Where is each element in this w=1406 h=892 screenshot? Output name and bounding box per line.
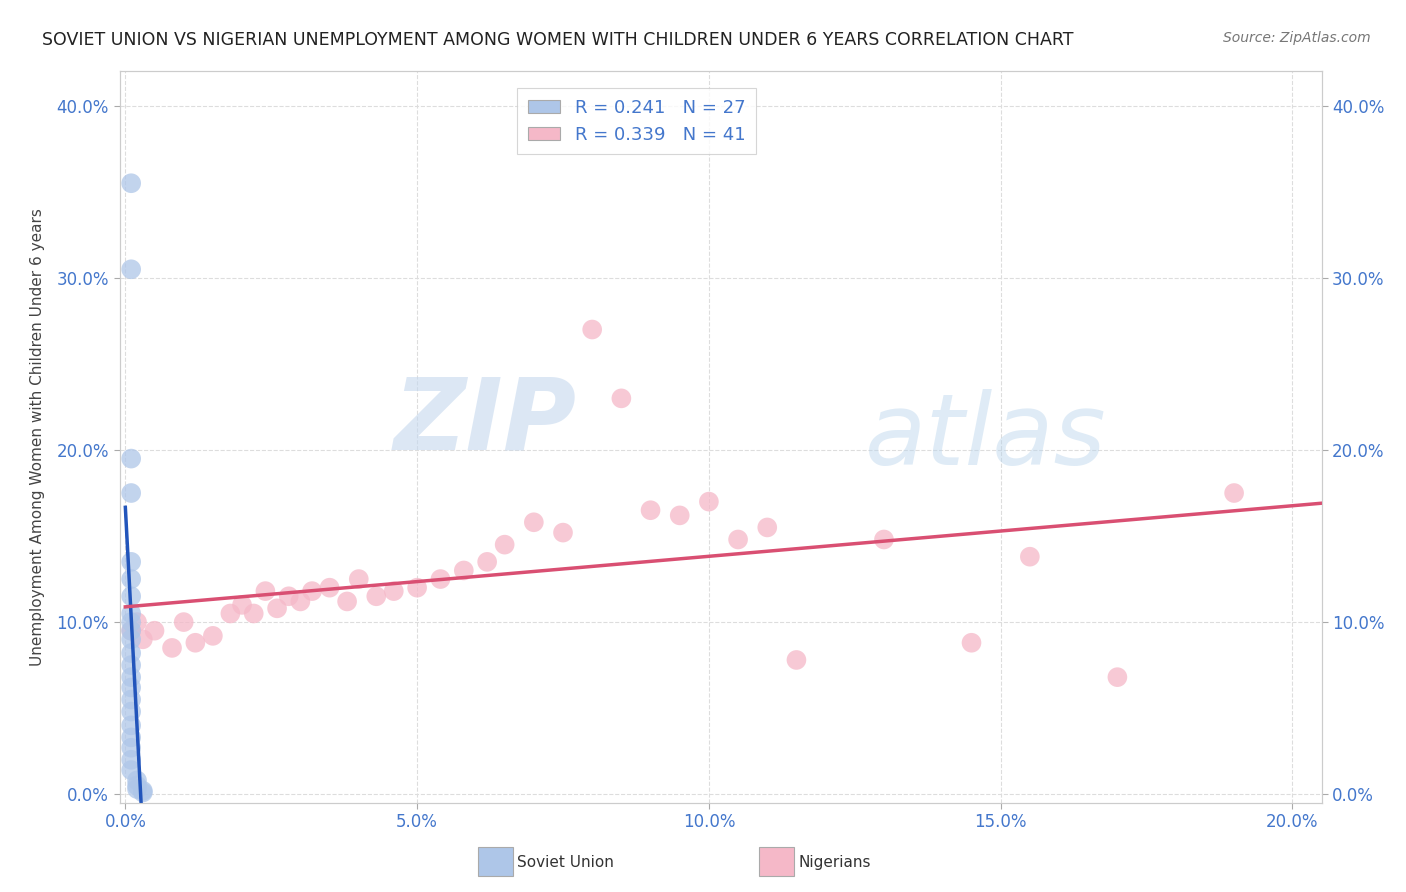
Point (960, 636, 983, 650)
Point (173, 615, 195, 629)
Point (125, 773, 148, 788)
Point (125, 782, 148, 797)
Point (120, 658, 142, 673)
Legend: R = 0.241   N = 27, R = 0.339   N = 41: R = 0.241 N = 27, R = 0.339 N = 41 (517, 87, 756, 154)
Point (120, 262, 142, 277)
Point (453, 564, 475, 578)
Point (290, 594, 312, 608)
Point (640, 503, 662, 517)
Point (1018, 549, 1040, 564)
Point (120, 646, 142, 660)
Text: Soviet Union: Soviet Union (517, 855, 614, 870)
Text: ZIP: ZIP (394, 374, 576, 471)
Point (120, 731, 142, 745)
Point (120, 615, 142, 629)
Point (120, 718, 142, 732)
Point (254, 584, 277, 599)
Point (581, 322, 603, 336)
Text: Source: ZipAtlas.com: Source: ZipAtlas.com (1223, 31, 1371, 45)
Point (756, 520, 779, 534)
Point (277, 589, 299, 603)
Point (429, 572, 451, 586)
Point (347, 572, 370, 586)
Point (219, 607, 242, 621)
Point (336, 594, 359, 608)
Point (132, 785, 155, 799)
Point (132, 783, 155, 797)
Point (785, 653, 807, 667)
Point (120, 555, 142, 569)
Point (120, 486, 142, 500)
Text: SOVIET UNION VS NIGERIAN UNEMPLOYMENT AMONG WOMEN WITH CHILDREN UNDER 6 YEARS CO: SOVIET UNION VS NIGERIAN UNEMPLOYMENT AM… (42, 31, 1074, 49)
Text: Nigerians: Nigerians (799, 855, 872, 870)
Point (125, 779, 148, 793)
Point (668, 508, 690, 523)
Point (120, 632, 142, 647)
Point (120, 681, 142, 695)
Point (120, 692, 142, 706)
Point (120, 624, 142, 638)
Point (318, 581, 340, 595)
Point (120, 176, 142, 190)
Point (120, 753, 142, 767)
Point (1223, 486, 1246, 500)
Y-axis label: Unemployment Among Women with Children Under 6 years: Unemployment Among Women with Children U… (31, 208, 45, 666)
Point (120, 763, 142, 777)
Point (551, 525, 574, 540)
Point (366, 589, 388, 603)
Text: atlas: atlas (865, 389, 1107, 485)
Point (242, 607, 264, 621)
Point (132, 632, 155, 647)
Point (143, 624, 166, 638)
Point (610, 392, 633, 406)
Point (184, 636, 207, 650)
Point (120, 572, 142, 586)
Point (873, 533, 896, 547)
Point (475, 555, 498, 569)
Point (231, 598, 253, 612)
Point (406, 581, 429, 595)
Point (727, 533, 749, 547)
Point (120, 740, 142, 755)
Point (120, 705, 142, 719)
Point (1107, 670, 1129, 684)
Point (382, 584, 405, 599)
Point (120, 624, 142, 638)
Point (301, 584, 323, 599)
Point (120, 607, 142, 621)
Point (697, 494, 720, 508)
Point (120, 589, 142, 603)
Point (266, 601, 288, 615)
Point (120, 451, 142, 466)
Point (494, 538, 516, 552)
Point (523, 516, 546, 530)
Point (125, 615, 148, 629)
Point (201, 629, 224, 643)
Point (120, 670, 142, 684)
Point (160, 640, 183, 655)
